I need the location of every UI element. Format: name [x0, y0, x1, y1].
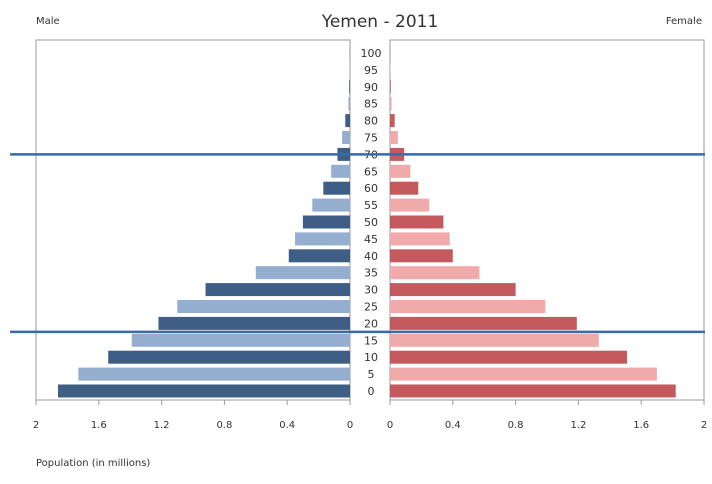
age-label-90: 90: [364, 81, 378, 94]
male-x-tick-label-3: 0.8: [216, 420, 232, 431]
female-bar-age-40: [390, 249, 453, 262]
age-label-100: 100: [361, 47, 382, 60]
female-bar-age-10: [390, 351, 627, 364]
female-x-tick-label-1: 0.4: [445, 420, 461, 431]
age-label-15: 15: [364, 334, 378, 347]
female-bar-age-5: [390, 368, 657, 381]
female-x-tick-label-2: 0.8: [508, 420, 524, 431]
female-bar-age-15: [390, 334, 599, 347]
female-bar-age-55: [390, 199, 429, 212]
male-bar-age-50: [303, 216, 350, 229]
female-bar-age-80: [390, 114, 395, 127]
female-bar-age-60: [390, 182, 418, 195]
age-label-10: 10: [364, 351, 378, 364]
age-label-30: 30: [364, 284, 378, 297]
age-label-55: 55: [364, 199, 378, 212]
female-bar-age-30: [390, 283, 516, 296]
male-bar-age-35: [256, 266, 350, 279]
male-x-tick-label-4: 0.4: [279, 420, 295, 431]
male-bar-age-85: [348, 97, 350, 110]
age-label-65: 65: [364, 165, 378, 178]
male-bar-age-25: [177, 300, 350, 313]
female-bar-age-35: [390, 266, 479, 279]
male-bar-age-45: [295, 232, 350, 245]
age-label-95: 95: [364, 64, 378, 77]
age-label-45: 45: [364, 233, 378, 246]
chart-title: Yemen - 2011: [321, 12, 439, 32]
age-label-60: 60: [364, 182, 378, 195]
male-bar-age-5: [78, 368, 350, 381]
female-bar-age-45: [390, 232, 450, 245]
male-x-tick-label-0: 2: [33, 420, 39, 431]
reference-lines-layer: [10, 154, 705, 331]
male-bar-age-75: [342, 131, 350, 144]
male-bar-age-0: [58, 385, 350, 398]
age-label-85: 85: [364, 98, 378, 111]
age-label-5: 5: [368, 368, 375, 381]
female-x-tick-label-0: 0: [387, 420, 393, 431]
female-bar-age-20: [390, 317, 577, 330]
female-x-tick-label-3: 1.2: [570, 420, 586, 431]
female-bar-age-75: [390, 131, 398, 144]
male-bar-age-20: [158, 317, 350, 330]
female-bar-age-0: [390, 385, 676, 398]
female-bar-age-50: [390, 216, 443, 229]
male-bar-age-30: [206, 283, 350, 296]
male-x-tick-label-2: 1.2: [154, 420, 170, 431]
age-label-35: 35: [364, 267, 378, 280]
male-bar-age-55: [312, 199, 350, 212]
male-bar-age-80: [345, 114, 350, 127]
male-bar-age-60: [323, 182, 350, 195]
male-bar-age-10: [108, 351, 350, 364]
male-panel-label: Male: [36, 16, 60, 27]
age-label-0: 0: [368, 385, 375, 398]
age-labels-layer: 0510152025303540455055606570758085909510…: [361, 47, 382, 398]
male-bar-age-15: [132, 334, 350, 347]
x-axis-label: Population (in millions): [36, 458, 150, 469]
female-bar-age-65: [390, 165, 410, 178]
age-label-25: 25: [364, 301, 378, 314]
age-label-80: 80: [364, 115, 378, 128]
female-panel-label: Female: [666, 16, 702, 27]
female-bar-age-25: [390, 300, 545, 313]
age-label-50: 50: [364, 216, 378, 229]
female-bar-age-90: [390, 80, 391, 93]
age-label-20: 20: [364, 317, 378, 330]
age-label-40: 40: [364, 250, 378, 263]
female-bar-age-85: [390, 97, 392, 110]
male-x-tick-label-1: 1.6: [91, 420, 107, 431]
ticks-layer: 2 1.6 1.2 0.8 0.4 0 0 0.4 0.8 1.2 1.6 2: [33, 400, 707, 431]
male-bar-age-40: [289, 249, 350, 262]
age-label-75: 75: [364, 132, 378, 145]
male-bar-age-90: [349, 80, 350, 93]
male-x-tick-label-5: 0: [347, 420, 353, 431]
female-x-tick-label-4: 1.6: [633, 420, 649, 431]
male-bar-age-65: [331, 165, 350, 178]
female-x-tick-label-5: 2: [701, 420, 707, 431]
